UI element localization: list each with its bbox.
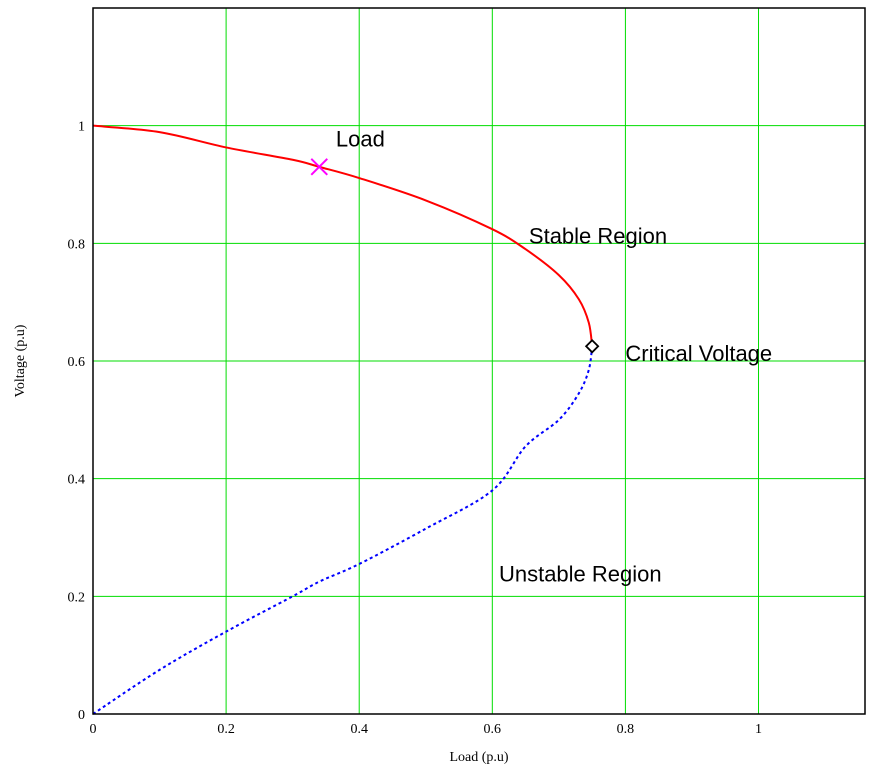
x-tick-label: 0.6 (484, 722, 502, 737)
stable-branch-line (92, 124, 594, 347)
tick-labels: 0 0.2 0.4 0.6 0.8 1 0 0.2 0.4 0.6 0.8 1 (68, 120, 763, 737)
x-tick-label: 1 (755, 722, 762, 737)
grid (93, 8, 865, 714)
y-axis-label: Voltage (p.u) (13, 324, 28, 397)
annotations: Load Stable Region Critical Voltage Unstabl… (336, 126, 772, 586)
x-tick-label: 0 (90, 722, 97, 737)
series-layer (92, 124, 594, 715)
y-tick-label: 0.8 (68, 237, 86, 252)
unstable-region-annotation: Unstable Region (499, 562, 662, 587)
y-tick-label: 0 (78, 708, 85, 723)
y-tick-label: 1 (78, 120, 85, 135)
y-tick-label: 0.4 (68, 473, 86, 488)
marker-stroke (310, 158, 328, 176)
load-annotation: Load (336, 126, 385, 151)
y-tick-label: 0.6 (68, 355, 86, 370)
critical-voltage-annotation: Critical Voltage (625, 341, 772, 366)
x-tick-label: 0.8 (617, 722, 635, 737)
x-axis-label: Load (p.u) (449, 750, 508, 765)
y-tick-label: 0.2 (68, 590, 86, 605)
critical-point-marker (584, 339, 600, 354)
marker-layer (310, 158, 600, 354)
stable-region-annotation: Stable Region (529, 223, 667, 248)
x-tick-label: 0.2 (217, 722, 235, 737)
plot-frame (92, 7, 866, 715)
load-point-marker (310, 158, 328, 176)
unstable-branch-line (92, 346, 594, 715)
x-tick-label: 0.4 (350, 722, 368, 737)
